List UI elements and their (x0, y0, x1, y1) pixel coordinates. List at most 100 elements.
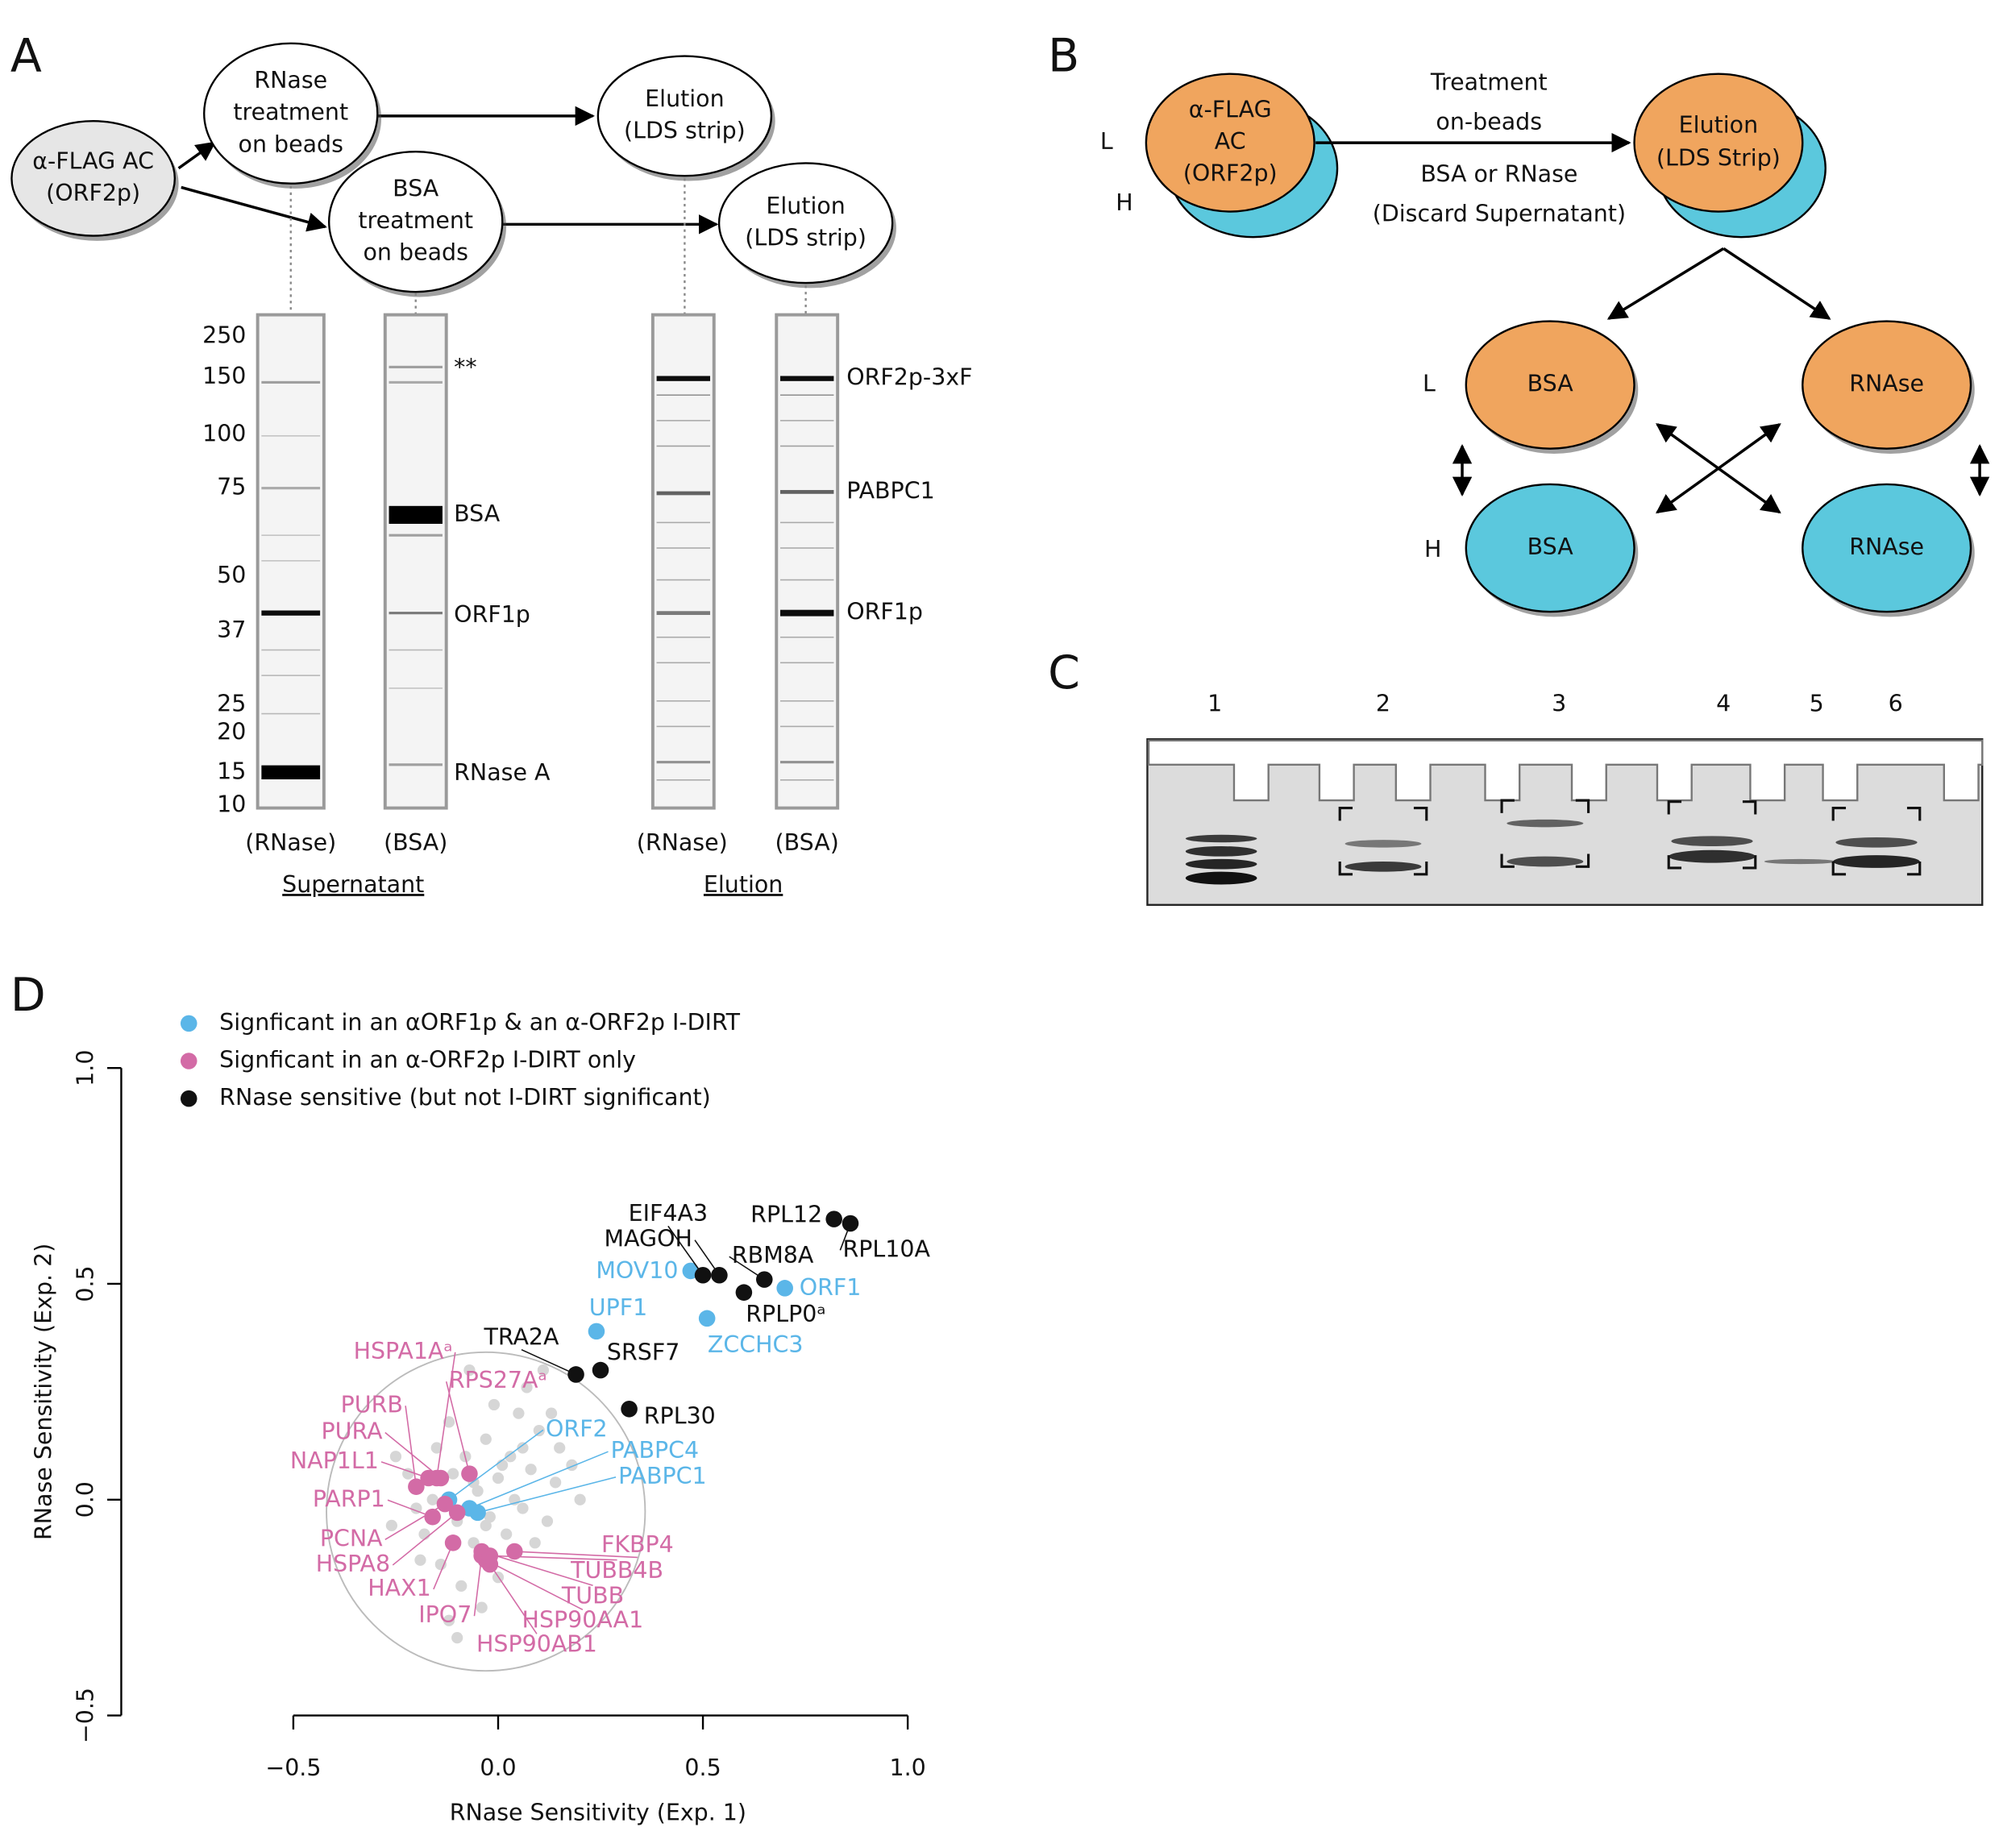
gel-band (389, 365, 443, 369)
gel-lane (650, 313, 716, 810)
gel-band (389, 687, 443, 689)
gel-band (1344, 840, 1422, 848)
node (717, 162, 894, 284)
y-tick-label: −0.5 (73, 1688, 99, 1743)
node-label: (LDS strip) (624, 118, 746, 144)
point-label: TRA2A (483, 1323, 559, 1350)
y-tick-label: 0.5 (73, 1265, 99, 1302)
marker-label: 15 (217, 758, 246, 784)
marker-label: 37 (217, 617, 246, 643)
point (488, 1398, 501, 1411)
point (448, 1504, 466, 1522)
gel-band (656, 700, 711, 702)
bracket (1831, 862, 1847, 876)
gel-band (1671, 836, 1753, 847)
lane-number: 2 (1376, 691, 1390, 717)
leader-line (521, 1348, 576, 1376)
point-label: ORF2 (546, 1415, 608, 1442)
point-label: NAP1L1 (290, 1447, 379, 1474)
leader-line (445, 1381, 471, 1474)
arrow (177, 141, 216, 170)
legend-marker (180, 1090, 197, 1107)
point-label: PURA (322, 1418, 384, 1444)
point (525, 1464, 537, 1476)
point (501, 1528, 513, 1540)
node-label: Treatment (1430, 69, 1548, 96)
point (451, 1632, 463, 1644)
point-label: HSPA8 (316, 1551, 390, 1577)
node-label: treatment (233, 99, 348, 126)
point (698, 1310, 716, 1327)
gel-band (780, 636, 834, 638)
node-label: BSA (393, 176, 439, 202)
bracket (1500, 853, 1515, 868)
gel-band (656, 611, 711, 616)
arrow (1606, 247, 1725, 320)
lane-number: 5 (1810, 691, 1824, 717)
leader-line (481, 1551, 593, 1586)
node (1465, 483, 1635, 613)
arrow (1656, 423, 1781, 514)
point (506, 1543, 523, 1560)
y-tick-label: 1.0 (73, 1050, 99, 1086)
bracket (1413, 807, 1428, 821)
gel-band (656, 761, 711, 764)
x-tick-label: 1.0 (890, 1755, 926, 1781)
node-label: (ORF2p) (46, 180, 140, 206)
node-label: α-FLAG AC (32, 148, 154, 175)
node-label: (LDS Strip) (1656, 145, 1781, 172)
point-label: RPL10A (842, 1235, 930, 1262)
gel-comb (1147, 739, 1984, 802)
point (424, 1508, 441, 1526)
gel-band (656, 662, 711, 664)
gel-band (780, 779, 834, 781)
node (203, 42, 379, 185)
node-label: Elution (766, 193, 845, 219)
point (588, 1323, 605, 1340)
group-label: Supernatant (282, 871, 424, 898)
point-label: TUBB4B (570, 1557, 663, 1584)
row-label: H (1116, 189, 1132, 216)
point (541, 1515, 554, 1527)
arrow (181, 185, 327, 232)
gel-band (1835, 837, 1918, 848)
gel-band (780, 609, 834, 617)
point (517, 1502, 529, 1514)
bracket (1338, 807, 1353, 821)
point (410, 1502, 422, 1514)
gel-band (780, 420, 834, 422)
gel-band (780, 725, 834, 728)
node-label: (ORF2p) (1183, 160, 1278, 187)
point (776, 1280, 793, 1297)
point (402, 1468, 414, 1480)
gel-lane (383, 313, 448, 810)
node (1802, 483, 1972, 613)
point (389, 1451, 402, 1463)
point (469, 1504, 486, 1522)
row-label: H (1424, 536, 1441, 563)
point-label: SRSF7 (607, 1339, 679, 1365)
marker-label: 25 (217, 691, 246, 717)
gel-band (261, 675, 321, 676)
gel-band (656, 779, 711, 781)
point (496, 1459, 509, 1472)
point (537, 1364, 550, 1377)
node (10, 120, 177, 237)
gel-band (780, 761, 834, 764)
gel-band (656, 376, 711, 381)
point (426, 1493, 438, 1505)
gel-band (1507, 856, 1584, 867)
condition-label: RNAse (1849, 371, 1924, 397)
node (328, 150, 504, 293)
gel-band (389, 612, 443, 615)
gel-band (261, 560, 321, 562)
row-label: L (1100, 128, 1113, 155)
bracket (1575, 853, 1590, 868)
point (756, 1271, 773, 1288)
point (480, 1519, 492, 1532)
gel-band (1669, 849, 1756, 863)
panel-label: A (10, 29, 42, 82)
point (574, 1493, 586, 1505)
bracket (1742, 800, 1757, 815)
leader-line (380, 1461, 429, 1479)
